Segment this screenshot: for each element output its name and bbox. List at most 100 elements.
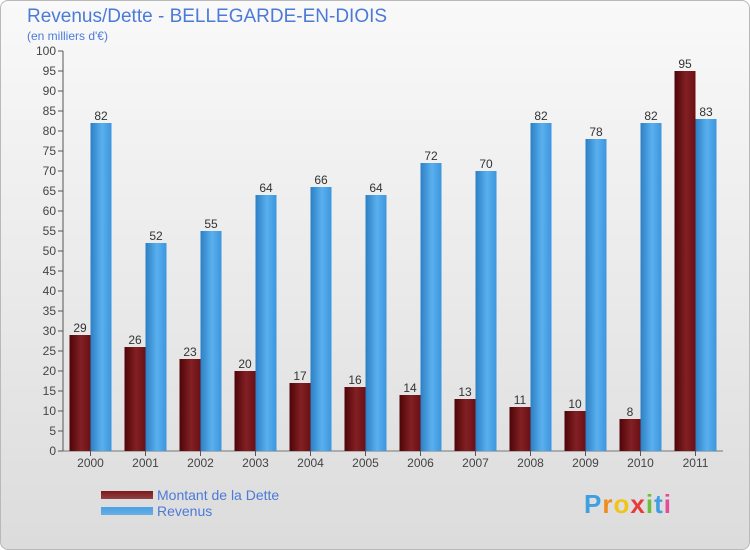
data-label-revenus: 78: [589, 125, 603, 139]
bar-dette: [619, 419, 641, 451]
y-tick-label: 45: [43, 264, 57, 278]
legend-label-revenus: Revenus: [157, 503, 213, 519]
y-tick-label: 85: [43, 104, 57, 118]
x-tick-label: 2007: [462, 456, 489, 470]
bar-dette: [674, 71, 696, 451]
bar-revenus: [90, 123, 112, 451]
y-tick-label: 90: [43, 84, 57, 98]
proxiti-logo: Proxiti: [584, 489, 672, 520]
legend-item-revenus: Revenus: [101, 503, 279, 519]
data-label-dette: 95: [678, 57, 692, 71]
bar-dette: [344, 387, 366, 451]
bar-revenus: [695, 119, 717, 451]
bar-revenus: [365, 195, 387, 451]
bar-revenus: [145, 243, 167, 451]
data-label-revenus: 70: [479, 157, 493, 171]
data-label-dette: 13: [458, 385, 472, 399]
logo-letter: i: [663, 489, 672, 519]
logo-letter: x: [630, 489, 646, 519]
y-tick-label: 0: [49, 444, 56, 458]
data-label-dette: 17: [293, 369, 307, 383]
data-label-dette: 14: [403, 381, 417, 395]
y-tick-label: 10: [43, 404, 57, 418]
y-tick-label: 35: [43, 304, 57, 318]
y-tick-label: 80: [43, 124, 57, 138]
data-label-dette: 23: [183, 345, 197, 359]
bar-dette: [509, 407, 531, 451]
x-tick-label: 2001: [132, 456, 159, 470]
data-label-dette: 11: [514, 393, 527, 407]
logo-letter: o: [613, 489, 631, 519]
data-label-revenus: 66: [314, 173, 328, 187]
data-label-revenus: 82: [534, 109, 548, 123]
legend-label-debt: Montant de la Dette: [157, 487, 280, 503]
bar-dette: [69, 335, 91, 451]
legend-item-debt: Montant de la Dette: [101, 487, 279, 503]
data-label-dette: 8: [627, 405, 634, 419]
y-tick-label: 30: [43, 324, 57, 338]
x-tick-label: 2006: [407, 456, 434, 470]
bar-dette: [234, 371, 256, 451]
x-tick-label: 2008: [517, 456, 544, 470]
x-tick-label: 2003: [242, 456, 269, 470]
y-tick-label: 25: [43, 344, 57, 358]
x-tick-label: 2010: [627, 456, 654, 470]
logo-letter: P: [584, 489, 603, 519]
x-tick-label: 2011: [683, 456, 709, 470]
data-label-revenus: 83: [699, 105, 713, 119]
logo-letter: i: [645, 489, 655, 519]
bar-revenus: [585, 139, 607, 451]
y-tick-label: 100: [36, 44, 56, 58]
data-label-revenus: 64: [369, 181, 383, 195]
bar-revenus: [255, 195, 277, 451]
x-tick-label: 2000: [77, 456, 104, 470]
bar-dette: [124, 347, 146, 451]
y-tick-label: 5: [49, 424, 56, 438]
y-tick-label: 75: [43, 144, 57, 158]
y-tick-label: 60: [43, 204, 57, 218]
data-label-revenus: 64: [259, 181, 273, 195]
bar-revenus: [640, 123, 662, 451]
legend: Montant de la Dette Revenus: [101, 487, 279, 519]
bar-dette: [564, 411, 586, 451]
data-label-revenus: 55: [204, 217, 218, 231]
bar-dette: [179, 359, 201, 451]
bar-revenus: [530, 123, 552, 451]
y-tick-label: 70: [43, 164, 57, 178]
bar-revenus: [310, 187, 332, 451]
data-label-dette: 20: [238, 357, 252, 371]
bar-revenus: [200, 231, 222, 451]
data-label-revenus: 82: [94, 109, 108, 123]
logo-letter: t: [654, 489, 664, 519]
y-tick-label: 15: [43, 384, 57, 398]
data-label-revenus: 52: [149, 229, 163, 243]
x-tick-label: 2002: [187, 456, 214, 470]
y-tick-label: 65: [43, 184, 57, 198]
bar-revenus: [475, 171, 497, 451]
data-label-revenus: 72: [424, 149, 438, 163]
chart-subtitle: (en milliers d'€): [27, 29, 108, 43]
y-tick-label: 50: [43, 244, 57, 258]
bar-revenus: [420, 163, 442, 451]
data-label-dette: 16: [348, 373, 362, 387]
bar-dette: [454, 399, 476, 451]
bar-dette: [399, 395, 421, 451]
data-label-dette: 29: [73, 321, 87, 335]
legend-swatch-debt: [101, 491, 153, 499]
x-tick-label: 2009: [572, 456, 599, 470]
data-label-revenus: 82: [644, 109, 658, 123]
x-tick-label: 2005: [352, 456, 379, 470]
y-tick-label: 55: [43, 224, 57, 238]
data-label-dette: 26: [128, 333, 142, 347]
y-tick-label: 40: [43, 284, 57, 298]
y-tick-label: 95: [43, 64, 57, 78]
chart-title: Revenus/Dette - BELLEGARDE-EN-DIOIS: [27, 6, 388, 27]
legend-swatch-revenus: [101, 507, 153, 515]
logo-letter: r: [602, 489, 614, 519]
x-tick-label: 2004: [297, 456, 324, 470]
y-tick-label: 20: [43, 364, 57, 378]
data-label-dette: 10: [568, 397, 582, 411]
bar-dette: [289, 383, 311, 451]
